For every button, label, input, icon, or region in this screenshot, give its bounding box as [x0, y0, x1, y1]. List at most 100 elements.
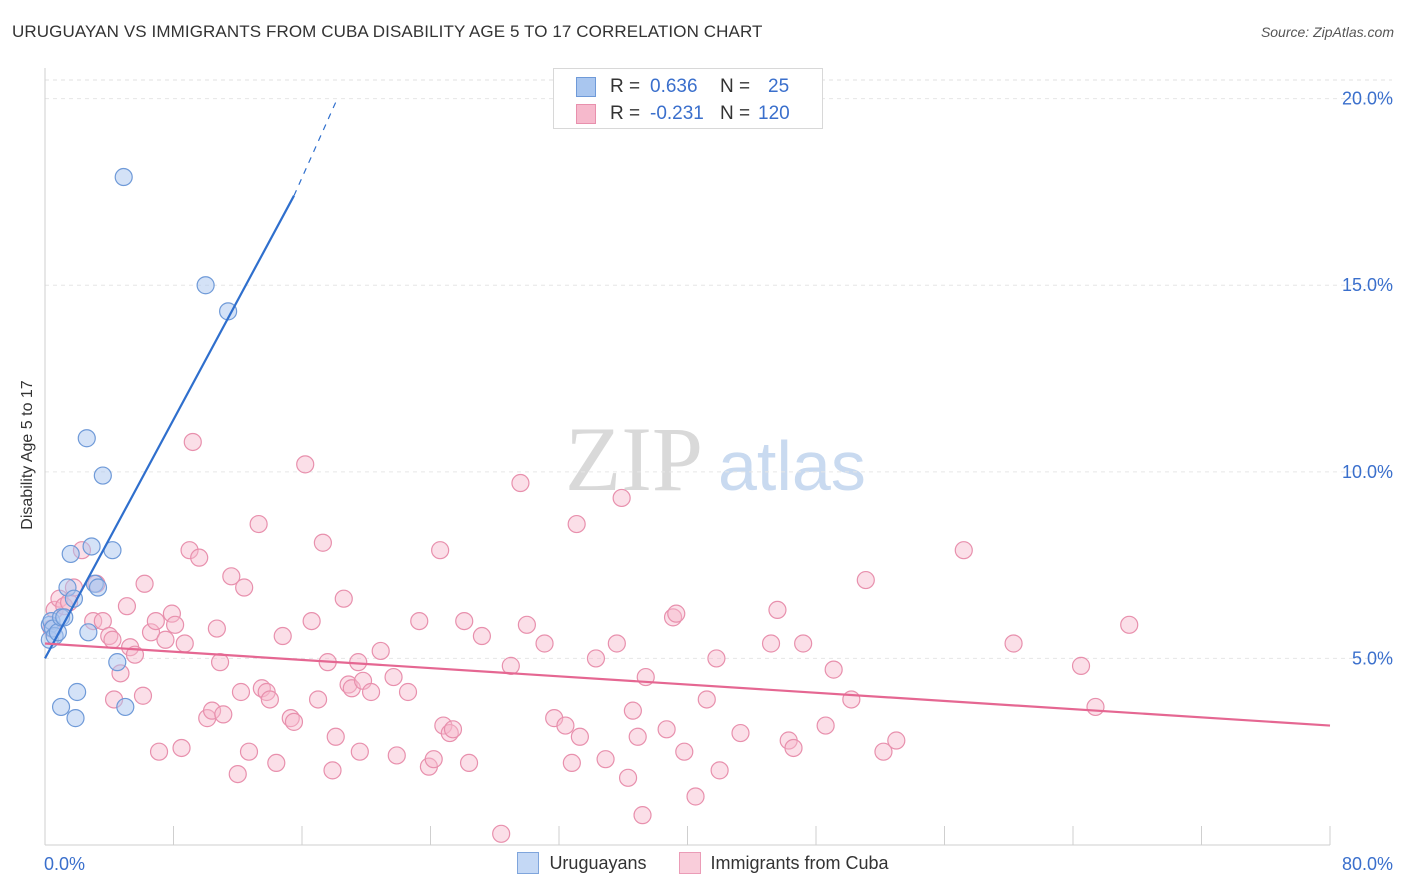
cuba-point — [222, 567, 241, 586]
cuba-point — [180, 541, 199, 560]
cuba-point — [686, 787, 705, 806]
tick-labels: 5.0% 10.0% 15.0% 20.0% 0.0% 80.0% — [44, 89, 1393, 874]
cuba-point — [214, 705, 233, 724]
cuba-point — [387, 746, 406, 765]
uruguayan-point — [93, 466, 112, 485]
cuba-point — [302, 611, 321, 631]
cuba-point — [842, 690, 861, 709]
uruguayans-swatch — [576, 77, 596, 97]
cuba-point — [556, 716, 575, 735]
cuba-point — [570, 727, 589, 746]
uruguayan-point — [88, 578, 108, 597]
cuba-point — [628, 727, 647, 746]
uruguayan-point — [116, 697, 135, 717]
legend-item-uruguayans[interactable]: Uruguayans — [517, 852, 647, 874]
cuba-point — [231, 682, 251, 702]
cuba-point — [156, 630, 175, 649]
cuba-point — [856, 570, 875, 590]
cuba-point — [768, 600, 787, 620]
cuba-point — [667, 604, 686, 623]
cuba-point — [824, 660, 843, 679]
x-tick-label: 80.0% — [1342, 854, 1393, 874]
legend-label: Uruguayans — [549, 852, 647, 873]
cuba-point — [492, 824, 511, 843]
uruguayan-point — [79, 623, 98, 642]
cuba-point — [607, 634, 626, 653]
cuba-point — [313, 533, 332, 552]
cuba-point — [443, 720, 463, 739]
series-legend: Uruguayans Immigrants from Cuba — [0, 852, 1406, 874]
n-value: 25 — [768, 76, 790, 97]
cuba-point — [459, 753, 479, 773]
cuba-points — [42, 432, 1139, 843]
uruguayan-trend-extension — [293, 98, 338, 196]
cuba-point — [1086, 697, 1105, 717]
cuba-point — [117, 597, 137, 616]
y-tick-label: 10.0% — [1342, 462, 1393, 482]
uruguayan-trend-line — [44, 195, 295, 659]
cuba-point — [1120, 615, 1139, 634]
cuba-point — [455, 611, 474, 631]
cuba-point — [166, 615, 185, 634]
cuba-point — [424, 750, 443, 769]
cuba-point — [511, 473, 530, 493]
cuba-point — [887, 731, 906, 750]
cuba-point — [267, 753, 286, 773]
cuba-point — [794, 634, 813, 653]
cuba-point — [586, 649, 606, 668]
cuba-point — [410, 611, 429, 631]
legend-item-cuba[interactable]: Immigrants from Cuba — [678, 852, 889, 874]
cuba-point — [472, 626, 491, 646]
uruguayan-point — [77, 429, 96, 448]
cuba-point — [162, 604, 181, 623]
x-tick-label: 0.0% — [44, 854, 85, 874]
cuba-point — [135, 574, 154, 593]
cuba-point — [326, 727, 345, 746]
cuba-point — [284, 712, 304, 731]
cuba-point — [562, 753, 581, 773]
cuba-swatch — [576, 104, 596, 124]
cuba-point — [361, 682, 381, 702]
cuba-point — [350, 742, 369, 761]
uruguayans-legend-swatch — [517, 852, 540, 874]
cuba-point — [612, 488, 631, 508]
legend-label: Immigrants from Cuba — [710, 852, 889, 873]
cuba-point — [761, 634, 781, 653]
cuba-point — [710, 761, 729, 780]
uruguayan-point — [68, 682, 87, 702]
cuba-point — [202, 701, 222, 720]
cuba-point — [657, 720, 676, 739]
cuba-point — [697, 690, 716, 709]
cuba-point — [567, 514, 586, 534]
cuba-point — [175, 634, 194, 653]
grid-lines — [45, 79, 1392, 659]
r-label: R = — [610, 76, 641, 97]
cuba-point — [149, 742, 169, 761]
cuba-point — [371, 641, 390, 661]
n-label: N = — [720, 76, 751, 97]
cuba-point — [954, 541, 973, 560]
cuba-point — [235, 578, 254, 597]
cuba-point — [618, 768, 638, 787]
cuba-point — [384, 667, 403, 687]
watermark-atlas: atlas — [718, 427, 866, 505]
cuba-point — [707, 649, 726, 668]
cuba-point — [334, 589, 353, 608]
cuba-point — [103, 630, 122, 649]
y-tick-label: 20.0% — [1342, 89, 1393, 109]
cuba-point — [633, 806, 652, 825]
uruguayan-point — [61, 544, 80, 564]
uruguayan-point — [108, 653, 127, 672]
n-value: 120 — [758, 103, 790, 124]
cuba-point — [731, 723, 750, 743]
r-label: R = — [610, 103, 641, 124]
source-label: Source: ZipAtlas.com — [1260, 24, 1394, 40]
r-value: 0.636 — [650, 76, 698, 97]
cuba-point — [596, 750, 615, 769]
cuba-point — [141, 623, 161, 642]
cuba-point — [434, 716, 453, 735]
cuba-point — [308, 690, 328, 709]
uruguayan-point — [196, 276, 215, 295]
cuba-point — [183, 432, 202, 452]
